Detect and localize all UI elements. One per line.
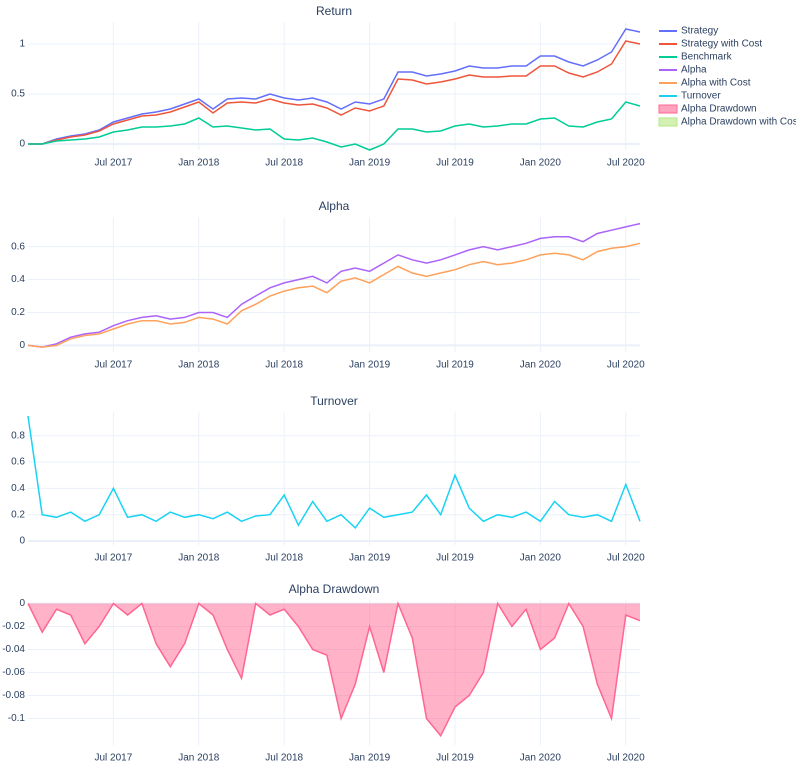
x-tick-label: Jul 2018	[265, 360, 303, 371]
area-fill	[28, 603, 640, 736]
series-line	[27, 222, 641, 348]
y-tick-label: 0.6	[11, 241, 25, 252]
x-tick-label: Jan 2020	[520, 753, 562, 764]
x-tick-label: Jul 2019	[436, 553, 474, 564]
x-tick-label: Jul 2020	[607, 360, 645, 371]
x-tick-label: Jul 2017	[94, 753, 132, 764]
x-tick-label: Jul 2018	[265, 158, 303, 169]
panel-title: Alpha Drawdown	[289, 582, 380, 596]
legend-swatch	[658, 104, 678, 114]
legend-label: Alpha Drawdown with Cost	[681, 117, 796, 128]
x-tick-label: Jan 2019	[349, 753, 391, 764]
x-tick-label: Jan 2018	[178, 753, 220, 764]
legend-swatch	[658, 117, 678, 127]
legend-label: Alpha Drawdown	[681, 104, 757, 115]
series-line	[27, 600, 641, 738]
panel-title: Return	[316, 4, 352, 18]
x-tick-label: Jul 2017	[94, 553, 132, 564]
y-tick-label: 0.8	[11, 430, 25, 441]
series-line	[28, 40, 641, 145]
x-tick-label: Jul 2018	[265, 553, 303, 564]
legend-label: Alpha with Cost	[681, 78, 751, 89]
series-line	[28, 101, 641, 151]
series-line	[28, 28, 641, 145]
y-tick-label: 0.4	[11, 483, 25, 494]
y-tick-label: -0.06	[2, 667, 25, 678]
series-line	[27, 242, 641, 348]
y-tick-label: 0	[19, 340, 25, 351]
x-tick-label: Jul 2019	[436, 753, 474, 764]
panel-title: Alpha	[319, 199, 350, 213]
y-tick-label: 0	[19, 598, 25, 609]
x-tick-label: Jan 2018	[178, 553, 220, 564]
x-tick-label: Jul 2019	[436, 158, 474, 169]
x-tick-label: Jan 2019	[349, 360, 391, 371]
y-tick-label: 0.4	[11, 274, 25, 285]
y-tick-label: 0.2	[11, 509, 25, 520]
y-tick-label: 0.5	[11, 89, 25, 100]
y-tick-label: 0	[19, 536, 25, 547]
x-tick-label: Jan 2019	[349, 553, 391, 564]
legend-label: Turnover	[681, 91, 721, 102]
x-tick-label: Jul 2020	[607, 553, 645, 564]
x-tick-label: Jan 2018	[178, 158, 220, 169]
panel-title: Turnover	[310, 394, 358, 408]
x-tick-label: Jan 2020	[520, 158, 562, 169]
x-tick-label: Jul 2020	[607, 753, 645, 764]
x-tick-label: Jul 2017	[94, 158, 132, 169]
y-tick-label: 1	[19, 39, 25, 50]
x-tick-label: Jan 2018	[178, 360, 220, 371]
x-tick-label: Jul 2020	[607, 158, 645, 169]
y-tick-label: 0.2	[11, 307, 25, 318]
legend-label: Benchmark	[681, 52, 733, 63]
y-tick-label: -0.04	[2, 644, 25, 655]
series-line	[27, 415, 641, 530]
x-tick-label: Jan 2019	[349, 158, 391, 169]
y-tick-label: -0.08	[2, 690, 25, 701]
legend-label: Strategy	[681, 26, 718, 37]
x-tick-label: Jul 2019	[436, 360, 474, 371]
x-tick-label: Jan 2020	[520, 553, 562, 564]
y-tick-label: 0	[19, 139, 25, 150]
x-tick-label: Jul 2017	[94, 360, 132, 371]
legend-label: Alpha	[681, 65, 707, 76]
x-tick-label: Jan 2020	[520, 360, 562, 371]
y-tick-label: -0.02	[2, 621, 25, 632]
legend-label: Strategy with Cost	[681, 39, 762, 50]
y-tick-label: 0.6	[11, 457, 25, 468]
y-tick-label: -0.1	[8, 713, 26, 724]
x-tick-label: Jul 2018	[265, 753, 303, 764]
